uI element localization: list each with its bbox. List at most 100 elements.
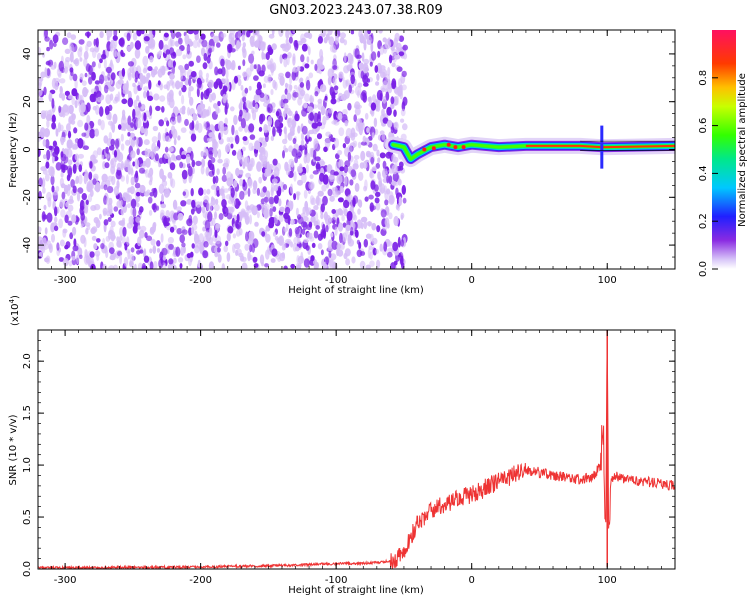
noise-blob: [337, 249, 344, 257]
y-tick-label: 0: [22, 146, 33, 152]
noise-blob: [222, 206, 229, 218]
noise-blob: [195, 201, 201, 208]
noise-blob: [58, 60, 65, 72]
noise-blob: [297, 179, 303, 186]
noise-blob: [45, 255, 51, 264]
noise-blob: [221, 66, 226, 77]
noise-blob: [393, 260, 398, 266]
noise-blob: [317, 36, 323, 44]
noise-blob: [325, 115, 329, 121]
noise-blobs: [38, 30, 409, 269]
noise-blob: [38, 236, 43, 246]
noise-blob: [58, 105, 62, 114]
noise-blob: [379, 243, 383, 252]
noise-blob: [349, 179, 354, 186]
noise-blob: [287, 132, 293, 141]
noise-blob: [189, 96, 194, 106]
noise-blob: [248, 85, 252, 91]
signal-peak: [453, 145, 458, 150]
noise-blob: [209, 227, 213, 237]
noise-blob: [130, 198, 137, 209]
noise-blob: [120, 208, 125, 216]
noise-blob: [106, 186, 114, 194]
noise-blob: [343, 65, 350, 74]
noise-blob: [194, 230, 198, 239]
noise-blob: [216, 247, 221, 253]
noise-blob: [265, 51, 270, 61]
noise-blob: [135, 117, 142, 129]
noise-blob: [351, 256, 356, 264]
noise-blob: [135, 110, 142, 120]
noise-blob: [83, 57, 88, 67]
noise-blob: [156, 51, 161, 59]
noise-blob: [369, 202, 374, 213]
noise-blob: [247, 187, 251, 197]
noise-blob: [397, 178, 402, 186]
snr-frame: [37, 329, 676, 570]
noise-blob: [258, 137, 264, 143]
noise-blob: [149, 30, 153, 35]
noise-blob: [297, 216, 304, 225]
noise-blob: [59, 78, 66, 84]
noise-blob: [354, 48, 360, 59]
noise-blob: [327, 107, 334, 114]
noise-blob: [94, 186, 100, 192]
noise-blob: [402, 44, 409, 51]
noise-blob: [93, 243, 98, 250]
noise-blob: [370, 102, 377, 111]
noise-blob: [58, 218, 63, 229]
noise-blob: [388, 54, 393, 64]
noise-blob: [105, 66, 112, 74]
noise-blob: [113, 150, 118, 158]
noise-blob: [144, 148, 149, 158]
noise-blob: [181, 242, 186, 248]
noise-blob: [84, 122, 89, 131]
noise-blob: [217, 148, 222, 159]
noise-blob: [218, 120, 225, 132]
noise-blob: [191, 199, 196, 209]
noise-blob: [231, 149, 237, 156]
noise-blob: [180, 69, 184, 80]
x-tick-label: 100: [598, 575, 617, 586]
noise-blob: [71, 214, 77, 224]
noise-blob: [143, 255, 150, 263]
noise-blob: [181, 94, 185, 105]
noise-blob: [327, 188, 333, 197]
colorbar-tick-label: 0.0: [698, 261, 709, 277]
noise-blob: [315, 161, 321, 172]
noise-blob: [320, 213, 324, 220]
noise-blob: [327, 68, 333, 79]
noise-blob: [105, 235, 111, 242]
noise-blob: [297, 167, 303, 174]
noise-blob: [367, 248, 371, 259]
noise-blob: [265, 233, 271, 243]
noise-blob: [242, 59, 246, 67]
noise-blob: [210, 184, 217, 190]
noise-blob: [279, 54, 283, 64]
noise-blob: [240, 84, 244, 91]
noise-blob: [149, 167, 154, 177]
noise-blob: [333, 119, 337, 124]
noise-blob: [187, 30, 194, 35]
noise-blob: [136, 148, 140, 156]
noise-blob: [169, 47, 175, 56]
noise-blob: [200, 91, 204, 101]
noise-blob: [176, 228, 183, 235]
noise-blob: [226, 171, 232, 182]
noise-blob: [310, 216, 316, 223]
noise-blob: [116, 236, 120, 243]
noise-blob: [293, 171, 297, 182]
noise-blob: [45, 60, 51, 66]
noise-blob: [125, 248, 131, 254]
noise-blob: [334, 137, 339, 148]
noise-blob: [391, 62, 396, 68]
noise-blob: [60, 183, 66, 189]
noise-blob: [74, 153, 80, 161]
noise-blob: [69, 105, 73, 114]
noise-blob: [137, 262, 143, 269]
noise-blob: [125, 160, 130, 168]
noise-blob: [364, 179, 368, 191]
noise-blob: [84, 248, 88, 259]
noise-blob: [161, 247, 168, 256]
noise-blob: [252, 109, 257, 121]
